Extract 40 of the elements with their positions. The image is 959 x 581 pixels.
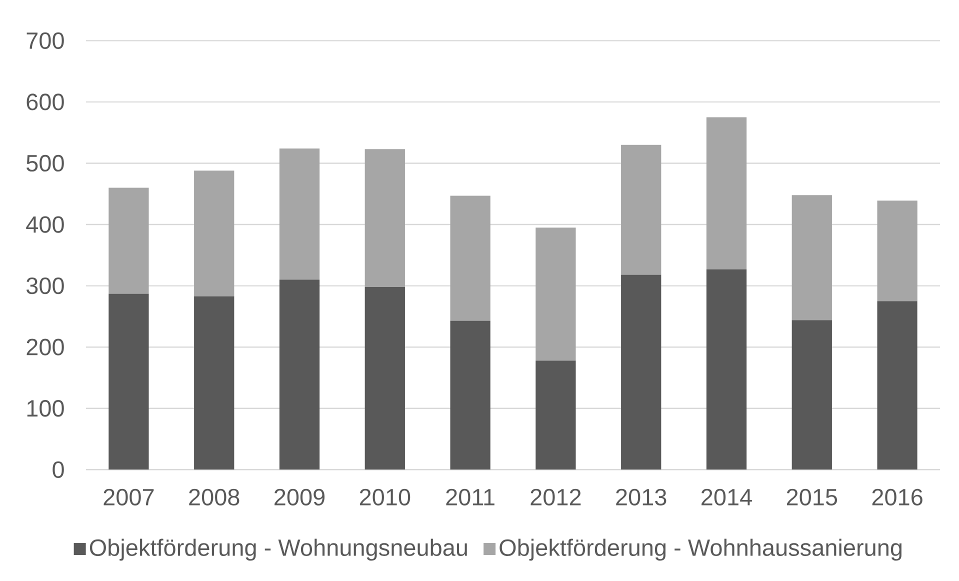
bar	[877, 301, 918, 470]
x-tick-label: 2009	[274, 488, 325, 506]
bar	[108, 188, 149, 294]
x-tick-label: 2008	[189, 488, 240, 506]
bar	[279, 148, 320, 280]
y-tick-label: 600	[26, 94, 64, 110]
bar	[194, 296, 234, 470]
y-tick-label: 200	[26, 338, 64, 356]
y-tick-label: 100	[27, 400, 64, 417]
y-tick-label: 400	[26, 216, 64, 233]
x-tick-label: 2010	[360, 488, 410, 506]
bar	[450, 320, 490, 470]
y-tick-label: 700	[26, 32, 64, 49]
legend-label: Objektförderung - Wohnungsneubau	[90, 538, 467, 561]
bar	[792, 320, 832, 470]
bar	[877, 200, 918, 302]
bar	[536, 360, 576, 470]
x-tick-label: 2013	[616, 488, 666, 506]
bar	[621, 144, 662, 275]
x-tick-label: 2007	[104, 488, 154, 506]
legend-label: Objektförderung - Wohnhaussanierung	[500, 538, 902, 561]
bar	[792, 195, 832, 320]
bar	[194, 170, 234, 296]
bar	[108, 294, 149, 470]
bar	[706, 269, 747, 470]
bar	[450, 196, 490, 321]
bar	[706, 117, 747, 270]
y-tick-label: 300	[26, 277, 64, 294]
x-tick-label: 2014	[702, 488, 752, 506]
bar	[621, 274, 662, 470]
x-tick-label: 2016	[872, 488, 922, 506]
bar	[364, 149, 405, 288]
bar	[536, 228, 576, 361]
x-tick-label: 2012	[530, 488, 581, 506]
bar	[364, 287, 405, 470]
x-tick-label: 2015	[786, 488, 838, 506]
y-tick-label: 0	[52, 461, 64, 478]
bar	[279, 280, 320, 470]
y-tick-label: 500	[26, 154, 64, 172]
x-tick-label: 2011	[446, 488, 494, 506]
